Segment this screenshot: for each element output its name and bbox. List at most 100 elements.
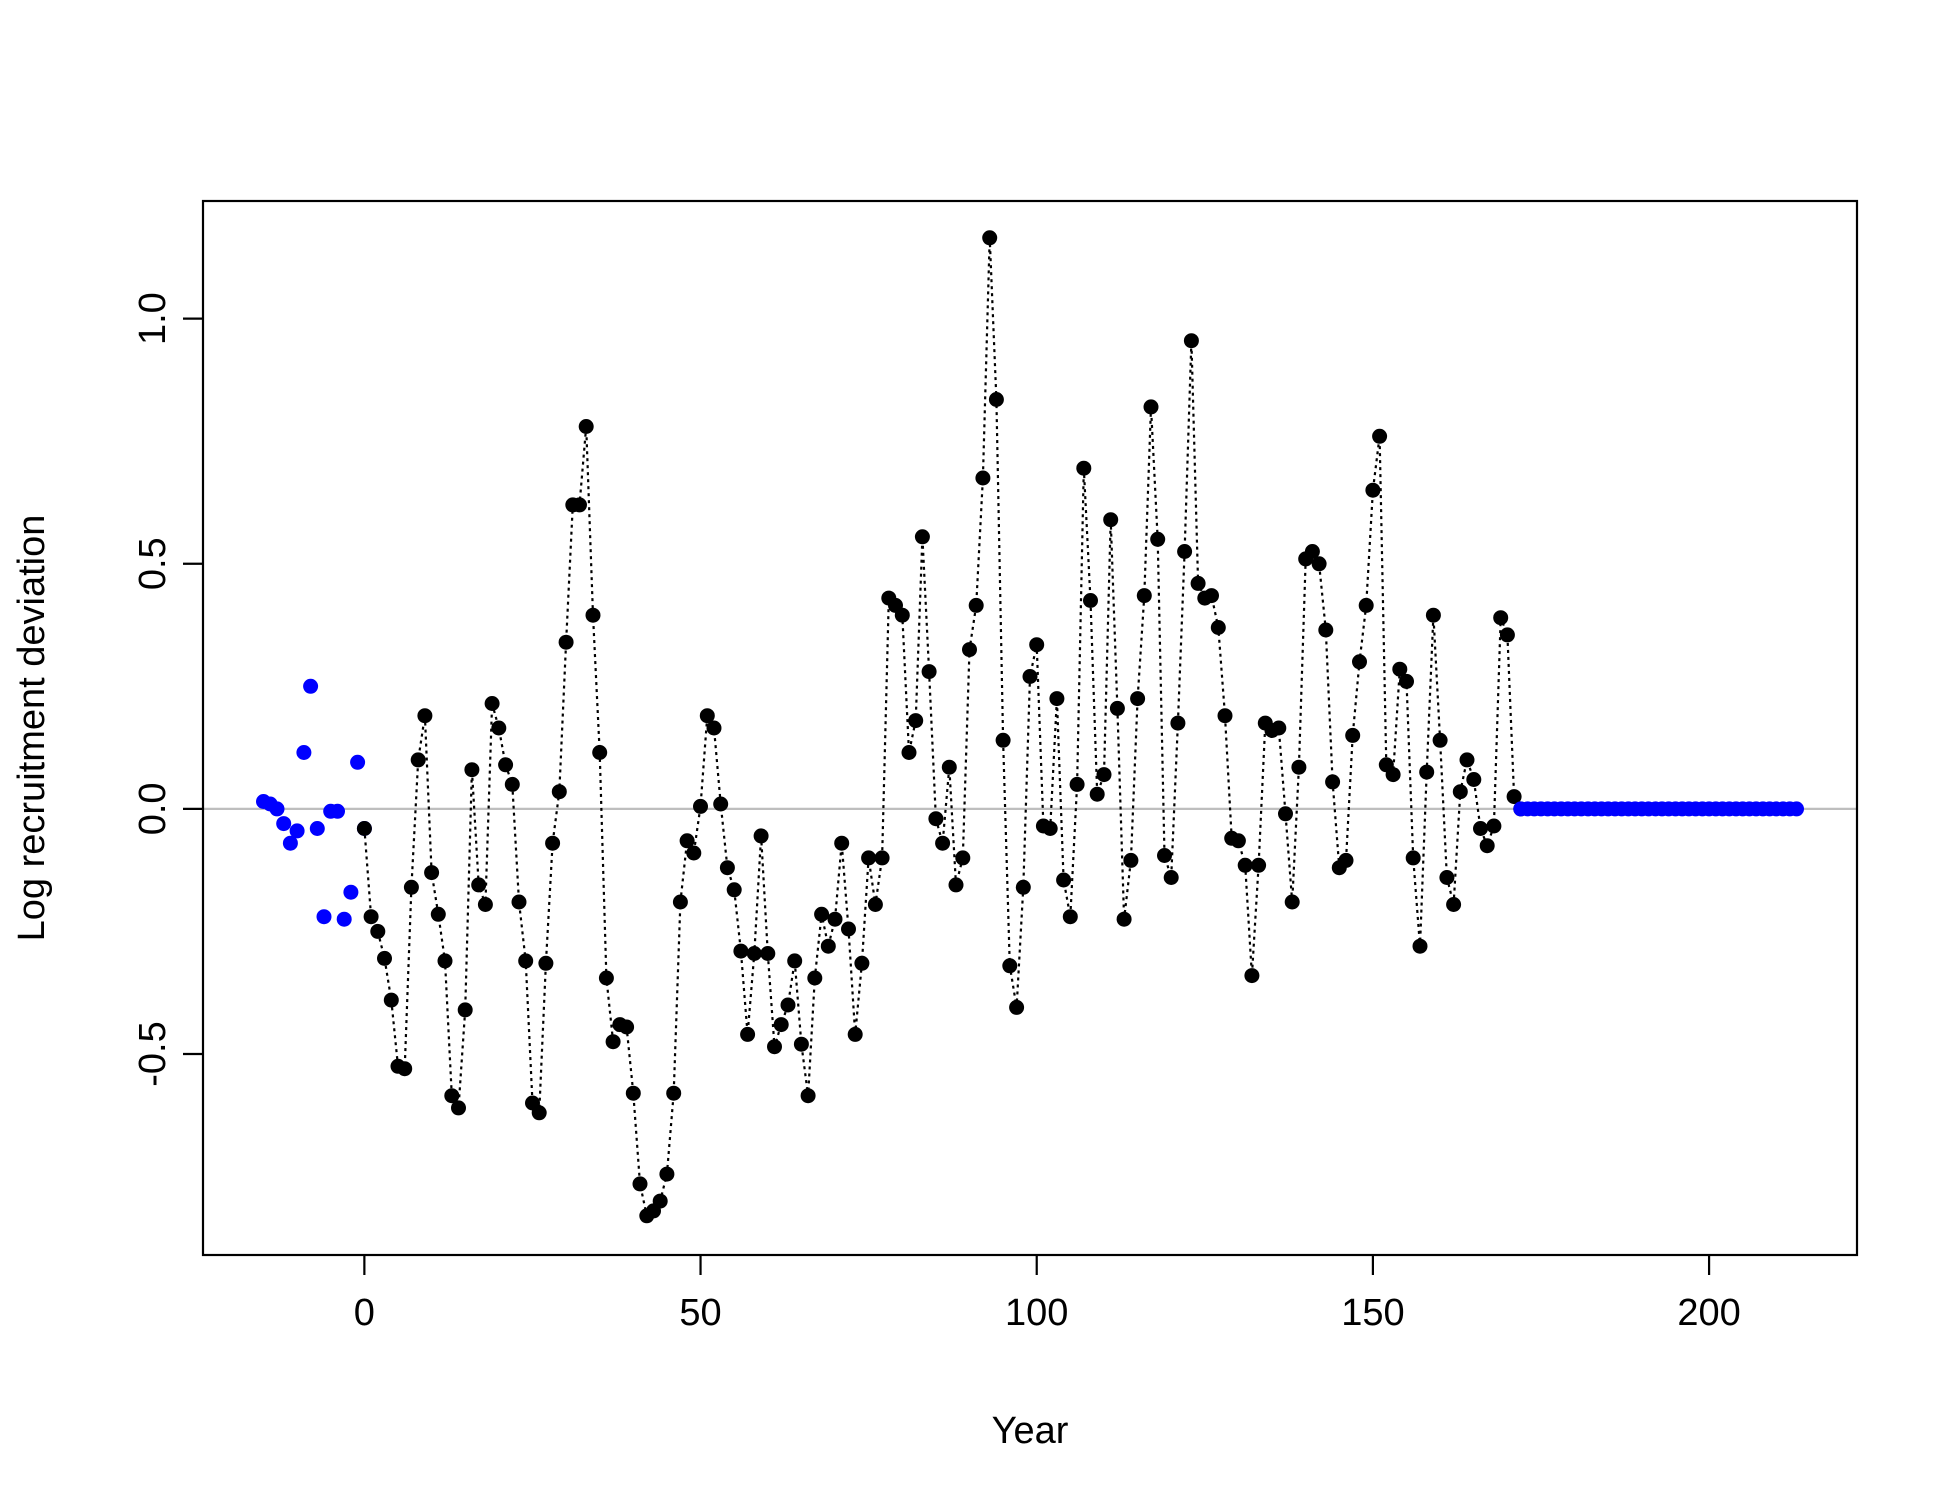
data-point (383, 992, 399, 1008)
data-point (1183, 333, 1199, 349)
data-point (1076, 460, 1092, 476)
data-point (847, 1026, 863, 1042)
x-tick-label: 200 (1677, 1292, 1740, 1334)
data-point (625, 1085, 641, 1101)
x-tick-label: 100 (1005, 1292, 1068, 1334)
data-point (935, 835, 951, 851)
data-point (504, 776, 520, 792)
data-point (498, 757, 514, 773)
axis-layer: 0 50 100 150 200 -0.5 0.0 0.5 1.0 (132, 292, 1741, 1334)
data-point (1157, 848, 1172, 863)
data-point (867, 897, 883, 912)
data-point (1103, 512, 1119, 528)
data-point (1345, 727, 1361, 743)
data-point (377, 950, 392, 966)
data-point (585, 607, 601, 623)
data-point (874, 850, 890, 866)
data-point (827, 911, 843, 927)
data-point (793, 1036, 809, 1052)
data-point (457, 1002, 473, 1018)
data-point (1412, 938, 1428, 954)
y-tick-label: 0.5 (132, 537, 174, 590)
data-point (518, 953, 534, 969)
data-point (491, 720, 507, 736)
data-point (1419, 764, 1435, 780)
data-point (1042, 821, 1058, 836)
data-point (1372, 428, 1388, 444)
data-point (1109, 700, 1125, 716)
data-point (1499, 627, 1515, 643)
data-point (955, 850, 971, 866)
data-point (343, 884, 359, 900)
data-point (894, 607, 910, 623)
data-point (356, 821, 372, 836)
data-point (1190, 575, 1206, 591)
x-axis-label: Year (992, 1410, 1069, 1452)
data-point (451, 1100, 466, 1116)
data-point (1130, 691, 1146, 707)
data-point (551, 784, 567, 800)
data-point (1123, 852, 1139, 868)
y-tick-label: 1.0 (132, 292, 174, 345)
data-point (1056, 872, 1072, 888)
data-point (1352, 654, 1367, 670)
data-point (303, 678, 319, 694)
data-point (968, 597, 984, 613)
x-tick-label: 0 (354, 1292, 375, 1334)
data-point (652, 1193, 668, 1209)
data-point (1479, 838, 1495, 854)
data-point (941, 759, 957, 775)
data-point (780, 997, 796, 1013)
data-point (746, 946, 762, 961)
data-point (767, 1039, 782, 1055)
data-point (679, 833, 695, 849)
data-point (1399, 673, 1414, 689)
data-point (733, 943, 749, 959)
data-point (726, 882, 742, 898)
data-point (1150, 531, 1166, 547)
data-point (269, 801, 285, 817)
data-point (316, 909, 332, 925)
data-point (713, 796, 729, 812)
data-point (1284, 894, 1300, 910)
y-axis-label: Log recruitment deviation (11, 515, 53, 942)
data-point (471, 877, 487, 893)
data-point (1022, 669, 1038, 684)
data-point (948, 877, 964, 893)
data-point (1002, 958, 1018, 974)
data-point (1029, 637, 1045, 653)
data-point (410, 752, 426, 768)
x-tick-label: 150 (1341, 1292, 1404, 1334)
data-point (558, 634, 574, 650)
data-point (1278, 806, 1293, 822)
data-point (1210, 620, 1226, 635)
data-point (841, 921, 856, 937)
data-point (820, 938, 836, 954)
data-point (1062, 909, 1078, 925)
data-point (1486, 818, 1502, 834)
data-point (598, 970, 614, 986)
data-point (982, 230, 998, 246)
data-point (1083, 593, 1098, 608)
data-point (430, 906, 446, 922)
data-point (330, 803, 345, 819)
y-tick-label: -0.5 (132, 1021, 174, 1086)
data-point (632, 1176, 648, 1192)
data-point (962, 642, 977, 658)
data-point (1506, 789, 1522, 805)
data-point (1452, 784, 1468, 800)
data-point (1291, 759, 1307, 775)
data-point (1230, 833, 1246, 849)
data-point (1204, 588, 1219, 604)
data-point (1473, 821, 1488, 836)
data-point (1143, 399, 1159, 415)
data-point (975, 470, 991, 486)
data-point (1177, 544, 1193, 559)
data-point (1493, 610, 1509, 626)
data-point (1089, 786, 1105, 802)
data-point (760, 946, 776, 961)
data-point (619, 1019, 635, 1035)
data-point (1304, 544, 1320, 559)
data-point (370, 923, 386, 939)
